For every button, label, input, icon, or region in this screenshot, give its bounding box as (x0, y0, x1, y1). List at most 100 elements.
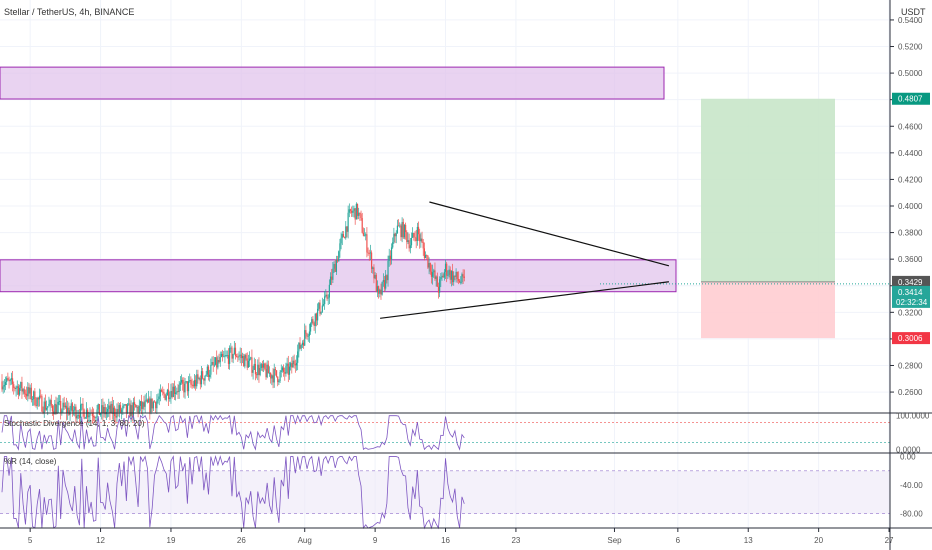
candle-body (329, 276, 332, 285)
candle-body (308, 331, 311, 336)
countdown-label: 02:32:34 (896, 298, 928, 307)
candle-body (461, 274, 463, 283)
triangle-trendlines[interactable] (380, 201, 670, 319)
candle-body (31, 399, 34, 400)
entry-price-label: 0.3429 (898, 278, 923, 287)
candle-body (173, 386, 176, 394)
candle-body (307, 335, 309, 337)
price-tick-label: 0.5400 (898, 16, 923, 25)
candle-body (429, 262, 431, 272)
candle-body (273, 369, 275, 383)
candle-body (284, 372, 286, 374)
candle-body (434, 270, 436, 279)
candle-body (443, 271, 445, 278)
candle-body (338, 251, 340, 262)
lower-trendline[interactable] (380, 281, 669, 319)
candle-body (29, 387, 31, 394)
candle-body (206, 366, 208, 375)
candle-body (439, 279, 441, 293)
candle-body (360, 214, 362, 219)
support-zone[interactable] (0, 259, 677, 293)
candle-body (88, 415, 90, 418)
candle-body (72, 410, 75, 412)
price-tick-label: 0.5200 (898, 43, 923, 52)
candle-body (65, 405, 68, 413)
candle-body (331, 276, 333, 280)
candle-body (295, 362, 298, 366)
candle-body (462, 274, 464, 277)
candle-body (166, 389, 169, 396)
candle-body (36, 397, 38, 406)
candle-body (41, 396, 43, 412)
candle-body (189, 380, 191, 382)
candle-body (298, 342, 300, 352)
candle-body (301, 342, 303, 345)
candle-body (156, 400, 158, 409)
candle-body (356, 203, 359, 216)
candle-body (437, 286, 440, 293)
candle-body (348, 209, 350, 213)
candle-body (117, 409, 119, 413)
candle-body (441, 275, 443, 277)
candle-body (119, 405, 122, 413)
candle-body (415, 237, 417, 241)
candle-body (359, 212, 361, 215)
date-tick-label: 20 (814, 536, 823, 545)
candle-body (202, 371, 204, 379)
candle-body (180, 379, 183, 383)
candle-body (168, 389, 170, 400)
candle-body (7, 378, 9, 381)
candle-body (210, 364, 212, 375)
candle-body (420, 238, 422, 242)
upper-trendline[interactable] (429, 201, 670, 267)
candle-body (160, 390, 163, 392)
candle-body (328, 284, 330, 298)
williams-r-label: %R (14, close) (4, 457, 57, 466)
candle-body (260, 364, 262, 369)
candle-body (108, 405, 110, 410)
candle-body (229, 347, 231, 364)
candle-body (220, 353, 223, 357)
date-tick-label: 6 (676, 536, 681, 545)
candle-body (428, 262, 430, 268)
horizontal-zones[interactable] (0, 66, 677, 293)
target-zone[interactable] (701, 98, 835, 282)
stop-zone[interactable] (701, 281, 835, 339)
candle-body (454, 275, 456, 277)
candle-body (263, 363, 265, 368)
candle-body (314, 313, 316, 326)
candle-body (237, 356, 239, 358)
long-position-tool[interactable] (600, 98, 890, 339)
candle-body (277, 376, 279, 383)
resistance-zone-upper[interactable] (0, 66, 665, 100)
candle-body (219, 356, 221, 363)
candle-body (205, 374, 207, 377)
candle-body (122, 405, 124, 410)
candle-body (451, 271, 454, 283)
candle-body (171, 390, 173, 397)
candle-body (382, 280, 384, 282)
candle-body (246, 358, 248, 368)
candle-body (141, 401, 143, 409)
candle-body (321, 305, 323, 312)
candle-body (145, 399, 147, 401)
candle-body (43, 401, 45, 413)
candle-body (305, 330, 307, 334)
candle-body (114, 407, 116, 417)
candle-body (27, 387, 29, 397)
date-tick-label: 16 (441, 536, 450, 545)
candle-body (143, 402, 145, 407)
stop-price-badge (892, 332, 930, 345)
candle-body (449, 269, 451, 280)
candle-body (78, 415, 81, 418)
candle-body (212, 361, 214, 365)
candle-body (419, 234, 421, 242)
candle-body (363, 235, 366, 237)
candle-body (379, 289, 381, 294)
candle-body (62, 402, 64, 411)
candle-body (333, 264, 335, 269)
candle-body (279, 371, 281, 382)
candle-body (129, 403, 131, 417)
candle-body (271, 375, 273, 379)
